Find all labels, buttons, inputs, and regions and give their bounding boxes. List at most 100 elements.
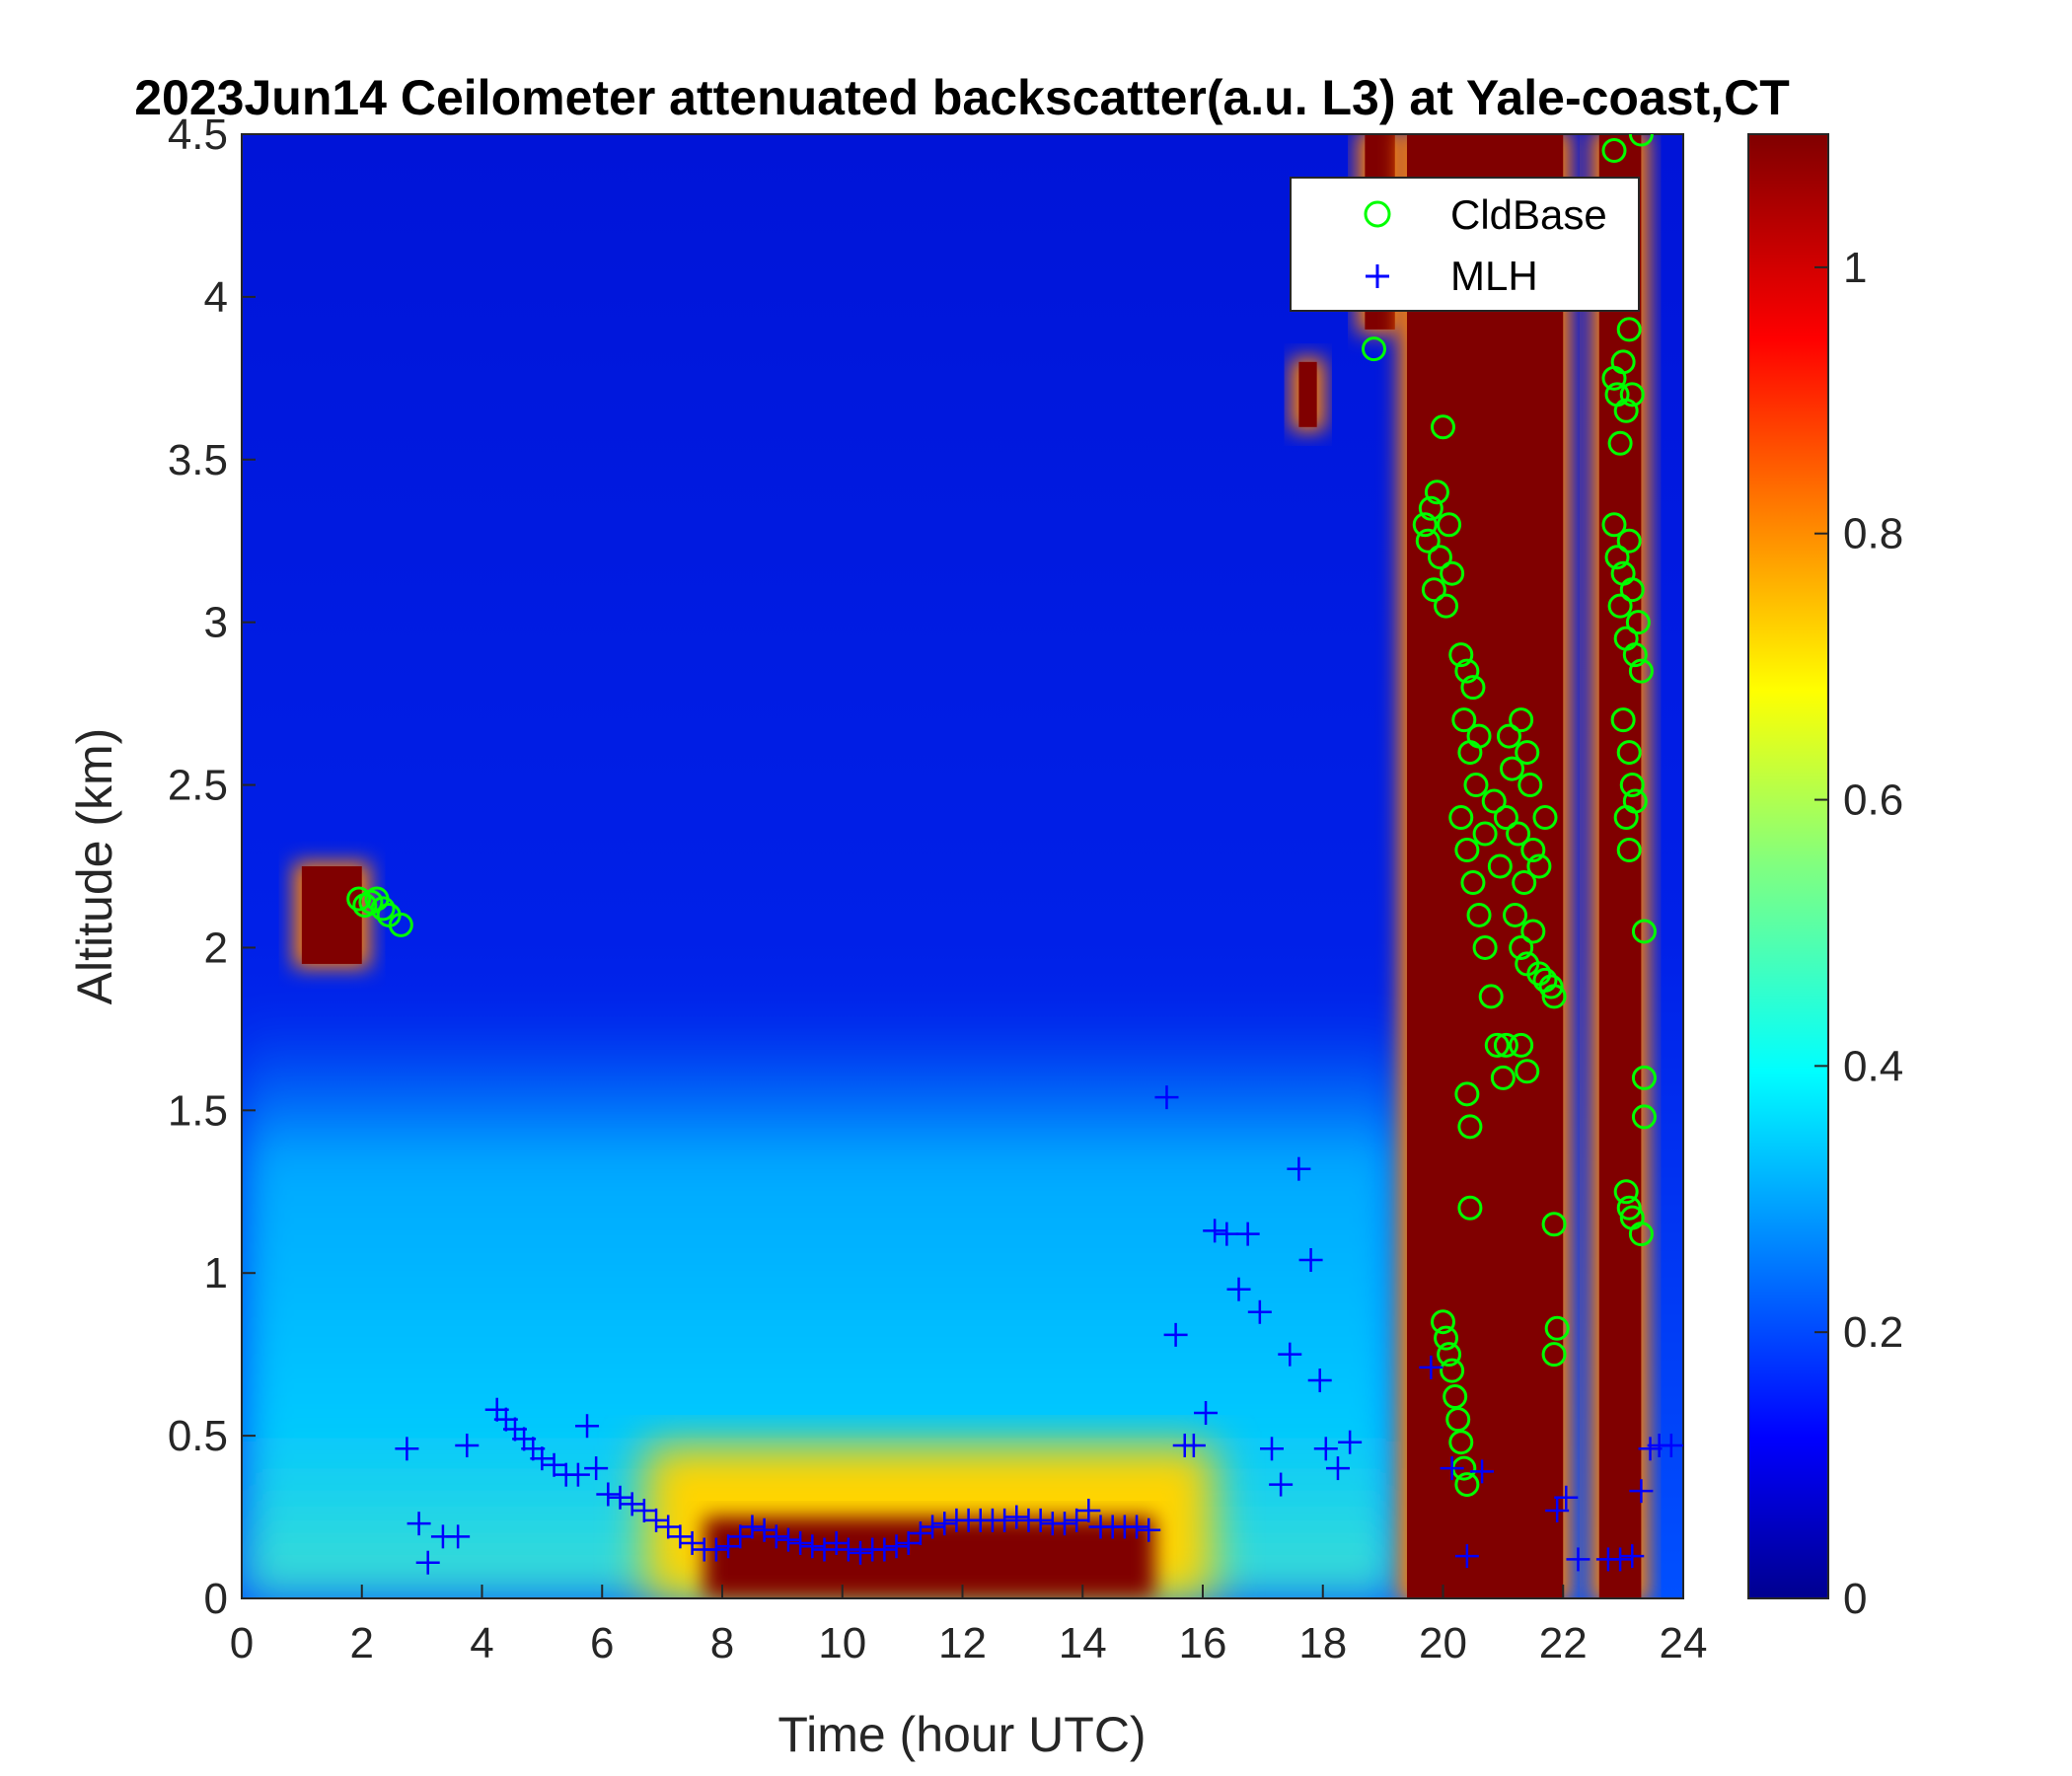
cldbase-point bbox=[1451, 707, 1477, 733]
mlh-point bbox=[752, 1517, 777, 1542]
cldbase-point bbox=[1610, 707, 1636, 733]
mlh-point bbox=[788, 1530, 813, 1555]
mlh-point bbox=[1554, 1485, 1579, 1510]
mlh-point bbox=[644, 1508, 669, 1532]
mlh-point bbox=[608, 1485, 632, 1510]
colorbar-tick-label: 0.4 bbox=[1843, 1042, 1903, 1090]
mlh-point bbox=[921, 1515, 945, 1539]
cldbase-point bbox=[1628, 1221, 1654, 1247]
cldbase-point bbox=[1517, 773, 1543, 798]
mlh-point bbox=[1454, 1544, 1479, 1569]
cldbase-point bbox=[1415, 528, 1441, 554]
x-tick-label: 16 bbox=[1179, 1619, 1227, 1667]
mlh-point bbox=[668, 1524, 693, 1549]
cldbase-point bbox=[1418, 495, 1443, 521]
mlh-point bbox=[1307, 1369, 1332, 1393]
cldbase-point bbox=[1472, 821, 1498, 847]
mlh-point bbox=[596, 1482, 621, 1507]
cldbase-point bbox=[1544, 1315, 1570, 1341]
cldbase-point bbox=[370, 896, 396, 922]
cldbase-point bbox=[1607, 593, 1633, 619]
legend-mlh-label: MLH bbox=[1450, 253, 1538, 299]
cldbase-point bbox=[1616, 528, 1642, 554]
cldbase-point bbox=[1613, 1179, 1639, 1205]
mlh-point bbox=[1154, 1085, 1179, 1110]
mlh-point bbox=[1065, 1508, 1089, 1532]
cldbase-point bbox=[346, 886, 372, 912]
cldbase-point bbox=[1454, 838, 1480, 863]
mlh-point bbox=[1629, 1479, 1654, 1504]
y-tick-label: 0 bbox=[204, 1575, 228, 1623]
mlh-point bbox=[407, 1512, 431, 1536]
cldbase-point bbox=[1631, 1065, 1657, 1090]
mlh-point bbox=[812, 1537, 837, 1562]
cldbase-point bbox=[1532, 805, 1558, 831]
mlh-point bbox=[740, 1515, 765, 1539]
y-tick-label: 2.5 bbox=[168, 762, 228, 810]
mlh-point bbox=[1278, 1342, 1302, 1367]
cldbase-point bbox=[1424, 480, 1449, 505]
mlh-point bbox=[1203, 1219, 1227, 1243]
cldbase-point bbox=[1437, 1342, 1462, 1368]
y-tick-label: 4.5 bbox=[168, 111, 228, 159]
cldbase-point bbox=[1431, 1309, 1455, 1335]
cloud-layer bbox=[1298, 361, 1317, 427]
cldbase-point bbox=[1613, 805, 1639, 831]
x-tick-label: 4 bbox=[470, 1619, 493, 1667]
cldbase-point bbox=[1628, 134, 1654, 147]
mlh-point bbox=[415, 1550, 440, 1575]
series-mlh bbox=[395, 1085, 1683, 1575]
cldbase-point bbox=[1520, 919, 1546, 944]
mlh-point bbox=[656, 1515, 681, 1539]
mlh-point bbox=[1338, 1430, 1363, 1454]
x-tick-label: 6 bbox=[590, 1619, 614, 1667]
mlh-point bbox=[1620, 1544, 1645, 1569]
cldbase-point bbox=[1460, 675, 1486, 701]
y-axis-label: Altitude (km) bbox=[67, 728, 122, 1005]
x-tick-label: 12 bbox=[938, 1619, 987, 1667]
cldbase-point bbox=[1454, 658, 1480, 684]
cldbase-point bbox=[1541, 1212, 1567, 1237]
cldbase-point bbox=[1619, 577, 1645, 603]
cldbase-point bbox=[1427, 545, 1452, 570]
cldbase-point bbox=[1466, 902, 1492, 927]
cldbase-point bbox=[1515, 740, 1540, 766]
cldbase-point bbox=[1631, 1104, 1657, 1130]
colorbar-tick-label: 0.2 bbox=[1843, 1308, 1903, 1357]
y-tick-label: 1 bbox=[204, 1249, 228, 1297]
mlh-point bbox=[1226, 1277, 1251, 1301]
y-tick-label: 0.5 bbox=[168, 1412, 228, 1460]
mlh-point bbox=[1125, 1515, 1149, 1539]
cldbase-point bbox=[1509, 707, 1534, 733]
mlh-point bbox=[1260, 1437, 1285, 1461]
mlh-point bbox=[1545, 1498, 1570, 1522]
mlh-point bbox=[872, 1537, 897, 1562]
legend-cldbase-marker bbox=[1364, 200, 1391, 228]
mlh-point bbox=[1004, 1505, 1029, 1529]
mlh-point bbox=[764, 1524, 788, 1549]
cldbase-point bbox=[1466, 723, 1492, 749]
mlh-point bbox=[800, 1534, 825, 1559]
legend-mlh-marker bbox=[1366, 264, 1389, 288]
mlh-point bbox=[728, 1524, 753, 1549]
mlh-point bbox=[1566, 1547, 1591, 1572]
cldbase-point bbox=[1541, 984, 1567, 1009]
cldbase-point bbox=[1421, 577, 1446, 603]
cldbase-point bbox=[1457, 1195, 1483, 1221]
mlh-point bbox=[446, 1524, 471, 1549]
backscatter-heatmap bbox=[242, 134, 1683, 1598]
y-tick-label: 2 bbox=[204, 924, 228, 972]
mlh-point bbox=[395, 1437, 419, 1461]
mlh-point bbox=[849, 1540, 873, 1565]
cldbase-point bbox=[1434, 593, 1459, 619]
mlh-point bbox=[884, 1534, 909, 1559]
chart-title: 2023Jun14 Ceilometer attenuated backscat… bbox=[134, 70, 1790, 125]
mlh-point bbox=[1608, 1547, 1633, 1572]
mlh-point bbox=[1313, 1437, 1338, 1461]
cldbase-point bbox=[1601, 512, 1627, 538]
cldbase-point bbox=[1484, 1032, 1510, 1058]
cldbase-point bbox=[1509, 1032, 1534, 1058]
mlh-point bbox=[542, 1452, 566, 1477]
cldbase-point bbox=[388, 912, 413, 937]
cldbase-point bbox=[1616, 740, 1642, 766]
